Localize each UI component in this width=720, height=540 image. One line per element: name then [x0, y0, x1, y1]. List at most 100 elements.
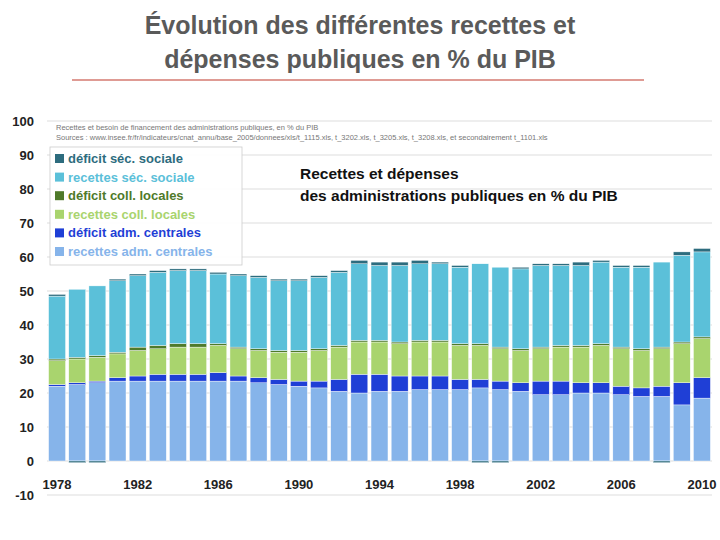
bar-segment — [411, 340, 428, 342]
bar-segment — [391, 266, 408, 343]
bar-segment — [351, 393, 368, 461]
bar-segment — [250, 351, 267, 378]
bar-segment — [331, 391, 348, 461]
bar-segment — [331, 271, 348, 273]
bar-segment — [431, 376, 448, 390]
bar-segment — [190, 344, 207, 347]
x-tick-label: 1978 — [43, 477, 72, 492]
bar-segment — [250, 383, 267, 461]
bar-segment — [210, 381, 227, 461]
bar-segment — [49, 294, 66, 296]
bar-segment — [673, 405, 690, 461]
bar-segment — [492, 381, 509, 390]
bar-segment — [512, 391, 529, 461]
bar-segment — [170, 271, 187, 344]
bar-segment — [653, 347, 670, 349]
y-tick-label: 20 — [20, 386, 34, 401]
bar-segment — [573, 347, 590, 383]
bar-segment — [149, 381, 166, 461]
title-underline — [72, 79, 644, 80]
bar-segment — [593, 344, 610, 346]
bar-segment — [230, 376, 247, 381]
bar-segment — [149, 272, 166, 345]
bar-segment — [552, 347, 569, 381]
legend-swatch — [55, 210, 64, 219]
bar-segment — [109, 354, 126, 378]
bar-segment — [532, 349, 549, 381]
bar-segment — [633, 349, 650, 351]
bar-segment — [452, 379, 469, 389]
bar-segment — [290, 386, 307, 461]
bar-segment — [673, 255, 690, 342]
bar-segment — [512, 383, 529, 392]
bar-segment — [230, 349, 247, 376]
bar-segment — [69, 359, 86, 383]
bar-segment — [452, 267, 469, 344]
bar-segment — [49, 361, 66, 385]
bar-segment — [633, 396, 650, 461]
legend-swatch — [55, 247, 64, 256]
bar-segment — [371, 342, 388, 374]
bar-segment — [532, 395, 549, 461]
bar-segment — [391, 262, 408, 265]
bar-segment — [270, 385, 287, 462]
bar-segment — [693, 378, 710, 398]
bar-segment — [512, 349, 529, 351]
bar-segment — [391, 342, 408, 344]
legend-swatch — [55, 173, 64, 182]
bar-segment — [492, 461, 509, 463]
x-tick-label: 2010 — [687, 477, 716, 492]
bar-segment — [673, 252, 690, 255]
legend-label: déficit coll. locales — [68, 188, 184, 203]
bar-segment — [673, 383, 690, 405]
y-tick-label: 80 — [20, 182, 34, 197]
x-tick-label: 1990 — [284, 477, 313, 492]
bar-segment — [613, 347, 630, 349]
bar-segment — [431, 264, 448, 341]
bar-segment — [371, 262, 388, 265]
bar-segment — [190, 271, 207, 344]
bar-segment — [613, 349, 630, 386]
bar-segment — [89, 357, 106, 381]
legend-swatch — [55, 228, 64, 237]
bar-segment — [170, 381, 187, 461]
annotation: Sources : www.insee.fr/fr/indicateurs/cn… — [56, 133, 548, 142]
legend-swatch — [55, 191, 64, 200]
y-tick-label: -10 — [15, 488, 34, 503]
bar-segment — [552, 266, 569, 346]
bar-segment — [311, 388, 328, 461]
bar-segment — [89, 461, 106, 463]
bar-segment — [431, 342, 448, 376]
bar-segment — [311, 351, 328, 382]
bar-segment — [613, 395, 630, 461]
bar-segment — [593, 393, 610, 461]
bar-segment — [653, 396, 670, 461]
y-tick-label: 90 — [20, 148, 34, 163]
y-tick-label: 70 — [20, 216, 34, 231]
bar-segment — [149, 374, 166, 381]
bar-segment — [492, 267, 509, 347]
bar-segment — [270, 279, 287, 281]
bar-segment — [371, 340, 388, 342]
bar-segment — [492, 390, 509, 461]
bar-segment — [673, 344, 690, 383]
bar-segment — [250, 378, 267, 383]
bar-segment — [633, 266, 650, 268]
bar-segment — [673, 342, 690, 344]
x-tick-label: 1994 — [365, 477, 395, 492]
bar-segment — [190, 374, 207, 381]
bar-segment — [331, 379, 348, 391]
bar-segment — [371, 391, 388, 461]
bar-segment — [391, 344, 408, 376]
bar-segment — [472, 264, 489, 344]
bar-segment — [593, 383, 610, 393]
subtitle-line: Recettes et dépenses — [300, 165, 459, 182]
bar-segment — [69, 289, 86, 357]
bar-segment — [532, 347, 549, 349]
x-tick-label: 2006 — [607, 477, 636, 492]
bar-segment — [49, 359, 66, 361]
bars — [49, 249, 711, 463]
y-tick-label: 100 — [12, 114, 34, 129]
x-tick-label: 1998 — [446, 477, 475, 492]
bar-segment — [573, 262, 590, 265]
